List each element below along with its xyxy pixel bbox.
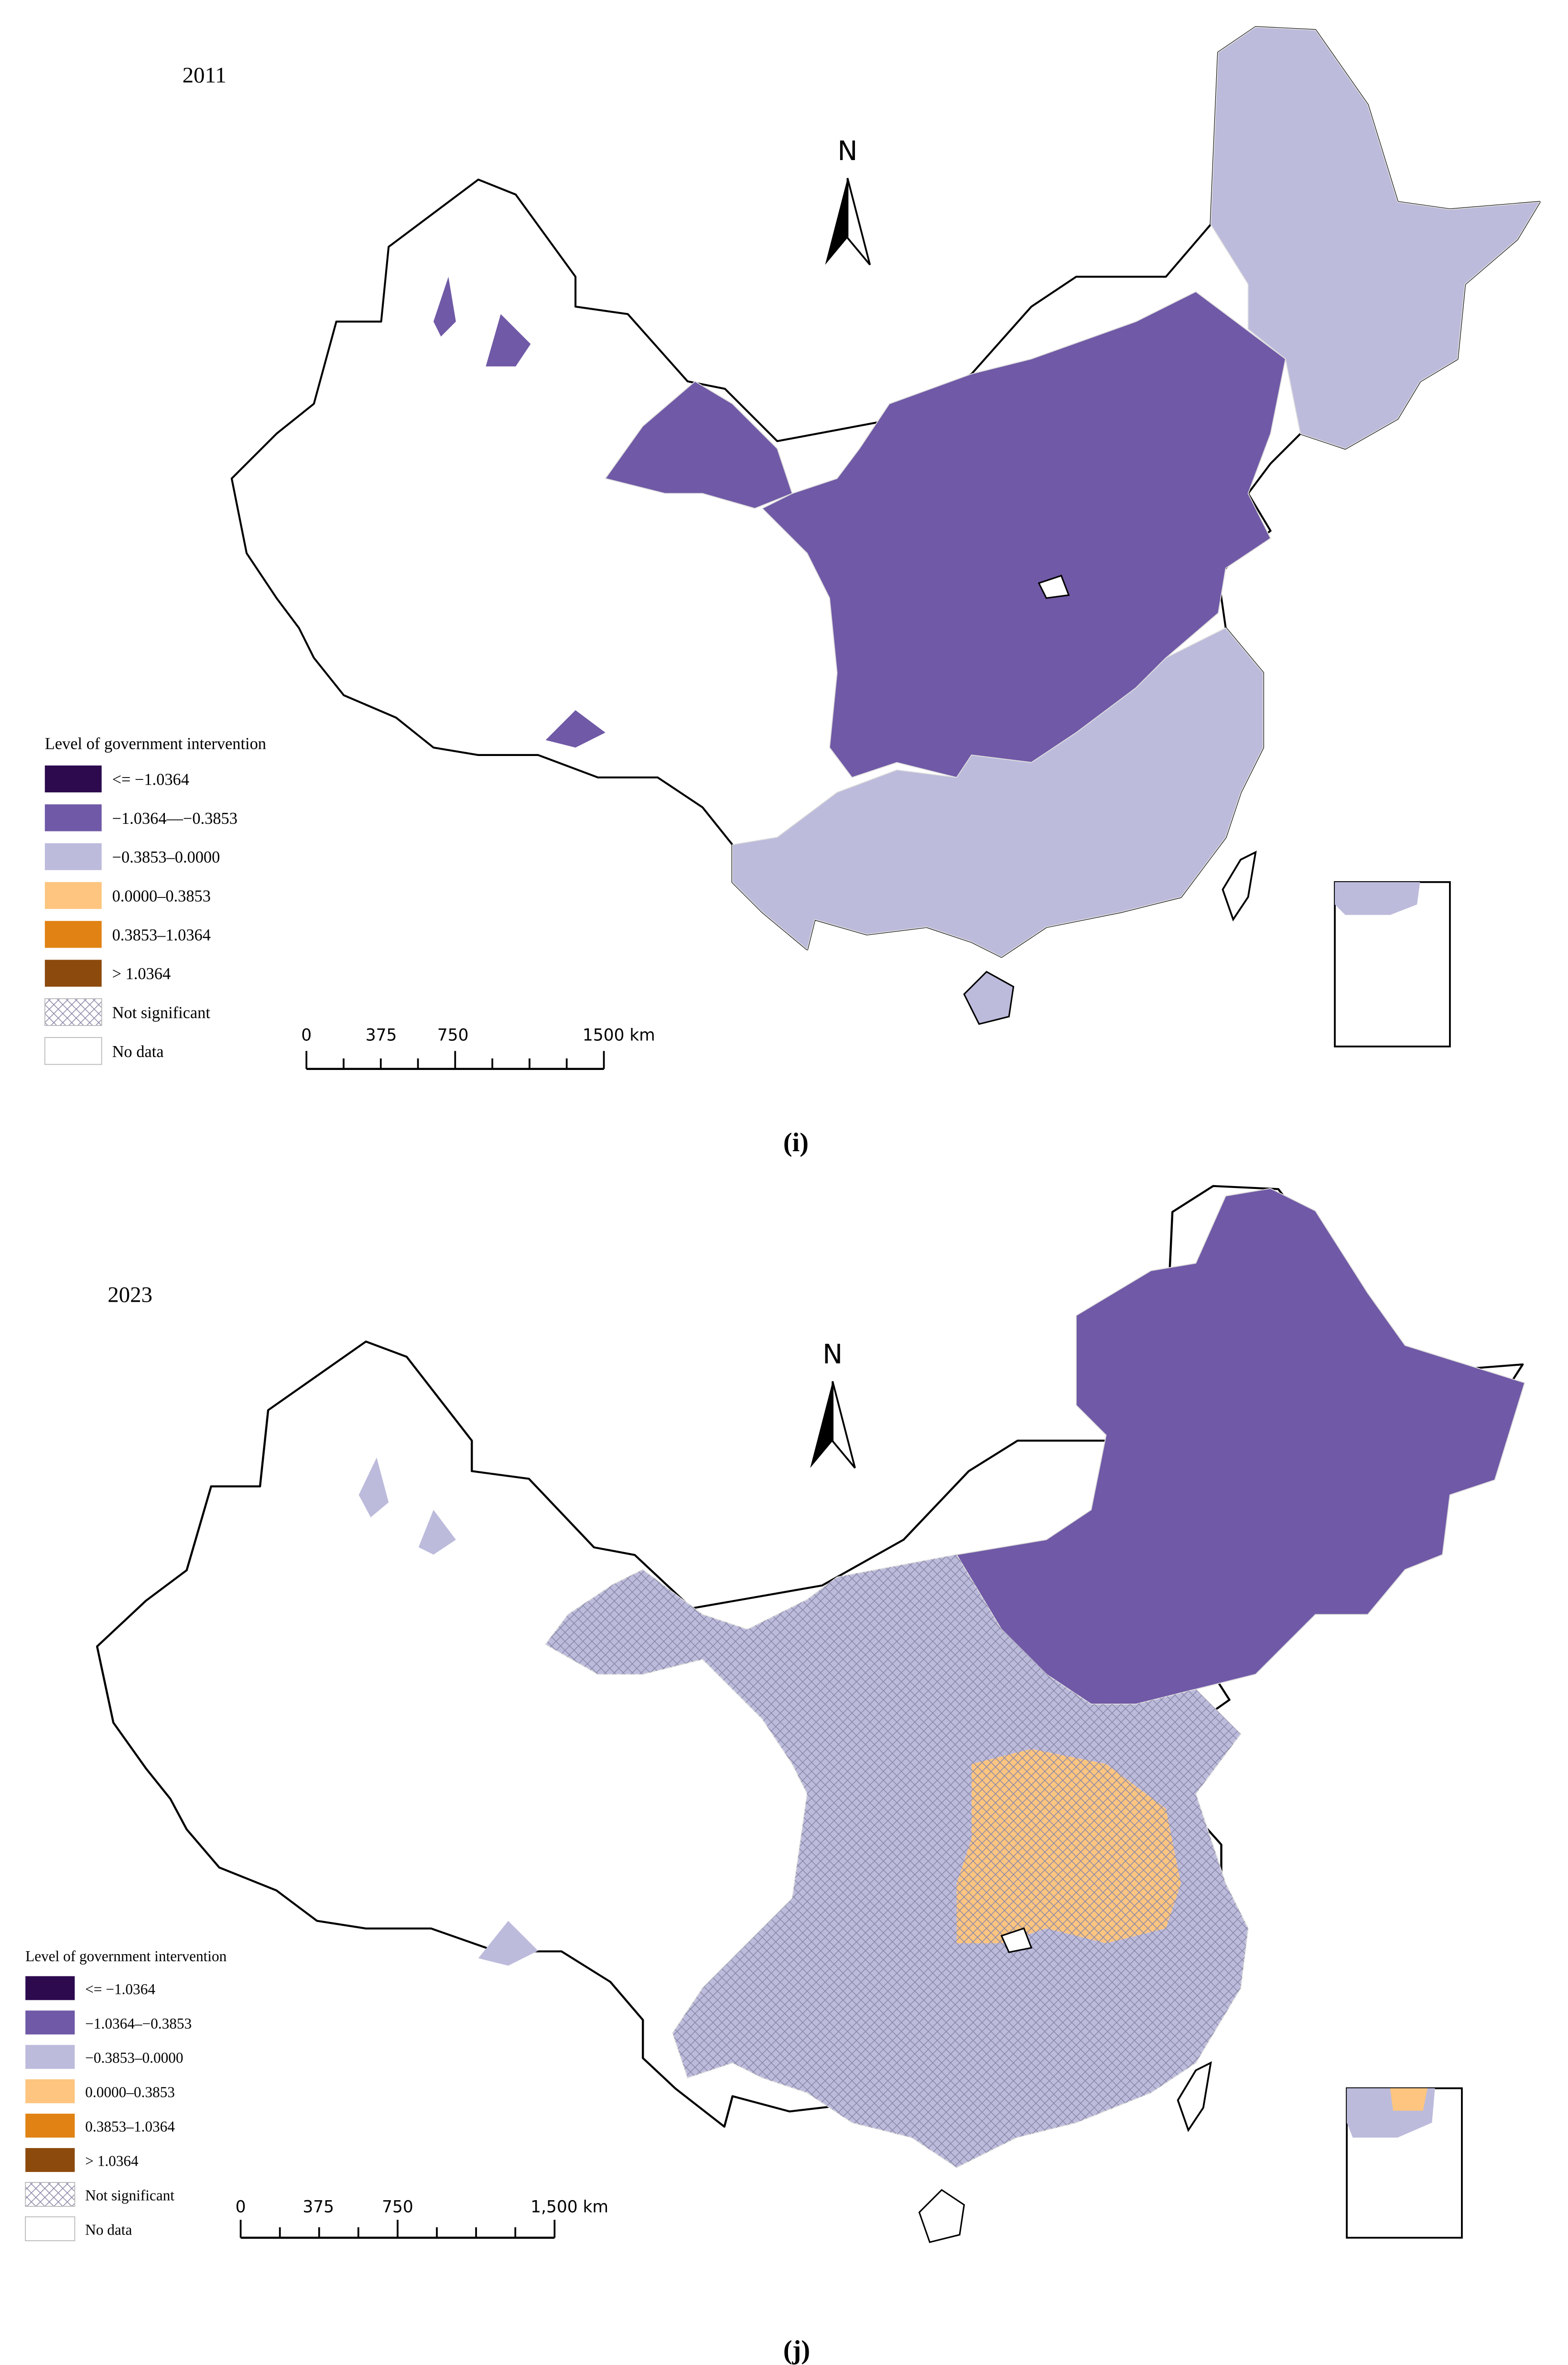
legend-label: > 1.0364 [85, 2153, 139, 2170]
scale-label: 375 [366, 1026, 397, 1045]
legend-label: −1.0364—−0.3853 [112, 810, 238, 828]
legend-swatch [44, 1037, 102, 1065]
scale-label: 1,500 km [530, 2198, 608, 2217]
legend-swatch [44, 882, 102, 909]
legend-swatch [44, 804, 102, 832]
year-label: 2011 [183, 63, 227, 87]
legend-swatch [44, 843, 102, 870]
legend-swatch [25, 2045, 75, 2069]
legend-label: Not significant [112, 1004, 211, 1022]
map-2023 [97, 1186, 1525, 2243]
north-arrow [846, 178, 871, 266]
scale-label: 0 [236, 2198, 246, 2217]
scale-label: 1500 km [583, 1026, 655, 1045]
legend-swatch [25, 1976, 75, 2000]
scale-label: 375 [303, 2198, 334, 2217]
legend-label: 0.3853–1.0364 [85, 2118, 175, 2135]
legend-label: > 1.0364 [112, 965, 171, 983]
legend-title: Level of government intervention [45, 734, 266, 753]
legend-label: 0.0000–0.3853 [85, 2084, 175, 2101]
legend-label: −0.3853–0.0000 [112, 848, 220, 866]
legend-swatch [25, 2148, 75, 2172]
panel-caption: (i) [783, 1128, 809, 1157]
scale-label: 750 [437, 1026, 469, 1045]
scale-label: 0 [301, 1026, 312, 1045]
legend-swatch [44, 765, 102, 793]
legend-swatch [44, 960, 102, 987]
north-label: N [837, 136, 857, 167]
legend-swatch [25, 2010, 75, 2035]
legend-swatch [25, 2114, 75, 2138]
north-arrow [825, 178, 848, 265]
legend-label: 0.3853–1.0364 [112, 926, 211, 944]
legend-label: −1.0364–−0.3853 [85, 2015, 192, 2032]
north-arrow [832, 1381, 856, 1469]
legend-swatch [44, 998, 102, 1026]
legend-label: Not significant [85, 2187, 174, 2203]
legend-label: No data [85, 2221, 132, 2238]
legend-label: 0.0000–0.3853 [112, 887, 211, 905]
scale-label: 750 [382, 2198, 413, 2217]
legend-title: Level of government intervention [25, 1948, 227, 1965]
legend-swatch [44, 921, 102, 948]
map-2011 [232, 27, 1540, 1048]
legend-label: <= −1.0364 [112, 771, 189, 789]
legend-swatch [25, 2216, 76, 2241]
year-label: 2023 [108, 1283, 152, 1307]
north-arrow [810, 1381, 833, 1468]
legend-swatch [25, 2182, 76, 2207]
panel-caption: (j) [783, 2335, 810, 2365]
north-label: N [822, 1339, 843, 1370]
legend-label: <= −1.0364 [85, 1981, 155, 1998]
legend-label: −0.3853–0.0000 [85, 2050, 183, 2066]
legend-label: No data [112, 1043, 164, 1061]
legend-swatch [25, 2079, 75, 2104]
